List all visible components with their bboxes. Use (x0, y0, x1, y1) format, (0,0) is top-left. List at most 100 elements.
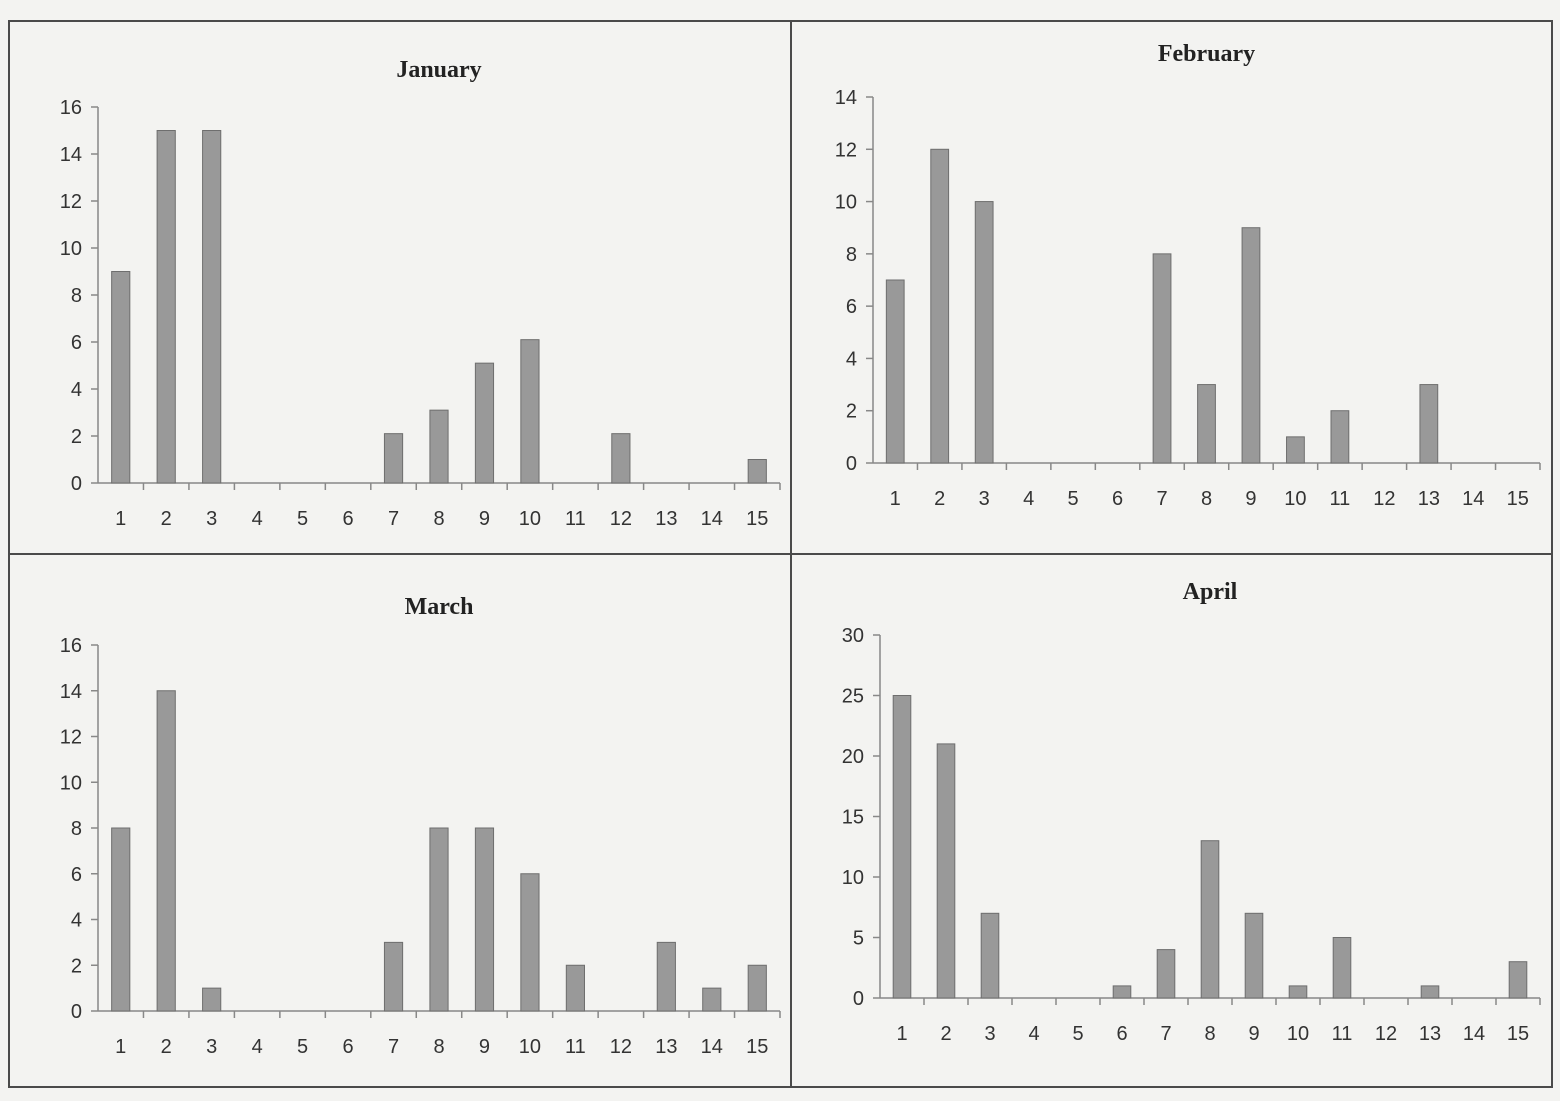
x-tick-label: 15 (1507, 488, 1529, 510)
y-tick-label: 15 (842, 807, 864, 829)
x-tick-label: 7 (388, 1036, 399, 1058)
x-tick-label: 13 (655, 1036, 677, 1058)
x-tick-label: 4 (1028, 1023, 1039, 1045)
x-tick-label: 5 (1068, 488, 1079, 510)
x-tick-label: 5 (1072, 1023, 1083, 1045)
bar-1 (111, 827, 131, 1012)
y-tick-label: 16 (60, 635, 82, 657)
bar-7 (1152, 253, 1172, 464)
y-tick-label: 0 (853, 988, 864, 1010)
x-tick-label: 11 (565, 508, 586, 530)
bar-1 (892, 695, 912, 999)
x-tick-label: 11 (565, 1036, 586, 1058)
y-tick-label: 4 (846, 348, 857, 370)
x-tick-label: 12 (1373, 488, 1395, 510)
y-tick-label: 6 (71, 864, 82, 886)
x-tick-label: 14 (1463, 1023, 1485, 1045)
y-tick-label: 16 (60, 97, 82, 119)
x-tick-label: 15 (746, 1036, 768, 1058)
bar-15 (747, 459, 767, 484)
bar-14 (702, 987, 722, 1012)
bar-7 (1156, 949, 1176, 999)
bar-3 (980, 912, 1000, 999)
y-tick-label: 14 (60, 681, 82, 703)
y-tick-label: 14 (835, 87, 857, 109)
x-tick-label: 6 (343, 1036, 354, 1058)
x-tick-label: 4 (252, 508, 263, 530)
y-tick-label: 6 (846, 296, 857, 318)
y-tick-label: 0 (71, 1001, 82, 1023)
bar-3 (202, 130, 222, 484)
x-tick-label: 6 (1112, 488, 1123, 510)
y-tick-label: 10 (60, 772, 82, 794)
x-tick-label: 15 (1507, 1023, 1529, 1045)
bar-2 (156, 130, 176, 484)
y-tick-label: 2 (71, 955, 82, 977)
bar-1 (111, 271, 131, 484)
bar-3 (202, 987, 222, 1012)
y-tick-label: 4 (71, 379, 82, 401)
bar-6 (1112, 985, 1132, 999)
y-tick-label: 14 (60, 144, 82, 166)
x-tick-label: 8 (433, 1036, 444, 1058)
y-tick-label: 30 (842, 625, 864, 647)
panel-divider-horizontal (8, 553, 1553, 555)
y-tick-label: 25 (842, 686, 864, 708)
x-tick-label: 1 (896, 1023, 907, 1045)
bar-11 (1332, 937, 1352, 999)
y-tick-label: 12 (60, 191, 82, 213)
bar-2 (930, 148, 950, 464)
x-tick-label: 6 (1116, 1023, 1127, 1045)
x-tick-label: 9 (479, 508, 490, 530)
y-tick-label: 0 (846, 453, 857, 475)
x-tick-label: 4 (252, 1036, 263, 1058)
bar-7 (383, 941, 404, 1012)
x-tick-label: 7 (1156, 488, 1167, 510)
x-tick-label: 3 (206, 1036, 217, 1058)
bar-9 (1244, 912, 1264, 999)
x-tick-label: 2 (940, 1023, 951, 1045)
bar-11 (565, 964, 585, 1012)
y-tick-label: 20 (842, 746, 864, 768)
y-tick-label: 8 (71, 818, 82, 840)
x-tick-label: 1 (115, 1036, 126, 1058)
x-tick-label: 3 (206, 508, 217, 530)
x-tick-label: 7 (388, 508, 399, 530)
chart-title: April (1183, 579, 1238, 605)
x-tick-label: 8 (1201, 488, 1212, 510)
x-tick-label: 14 (1462, 488, 1484, 510)
y-tick-label: 12 (60, 727, 82, 749)
x-tick-label: 2 (161, 508, 172, 530)
bar-3 (974, 201, 994, 464)
y-tick-label: 0 (71, 473, 82, 495)
bar-8 (1197, 384, 1216, 464)
bar-9 (1241, 227, 1261, 464)
x-tick-label: 11 (1330, 488, 1351, 510)
x-tick-label: 13 (1419, 1023, 1441, 1045)
y-tick-label: 12 (835, 139, 857, 161)
x-tick-label: 4 (1023, 488, 1034, 510)
x-tick-label: 13 (655, 508, 677, 530)
bar-7 (383, 433, 404, 484)
x-tick-label: 8 (433, 508, 444, 530)
bar-2 (156, 690, 176, 1012)
x-tick-label: 9 (1245, 488, 1256, 510)
bar-13 (1419, 384, 1439, 464)
x-tick-label: 11 (1332, 1023, 1353, 1045)
y-tick-label: 6 (71, 332, 82, 354)
x-tick-label: 13 (1418, 488, 1440, 510)
x-tick-label: 10 (519, 1036, 541, 1058)
x-tick-label: 12 (610, 508, 632, 530)
x-tick-label: 10 (1284, 488, 1306, 510)
bar-15 (1508, 961, 1528, 999)
bar-12 (611, 433, 631, 484)
bar-1 (885, 279, 905, 464)
x-tick-label: 10 (1287, 1023, 1309, 1045)
chart-title: March (405, 594, 474, 620)
x-tick-label: 15 (746, 508, 768, 530)
y-tick-label: 8 (846, 244, 857, 266)
